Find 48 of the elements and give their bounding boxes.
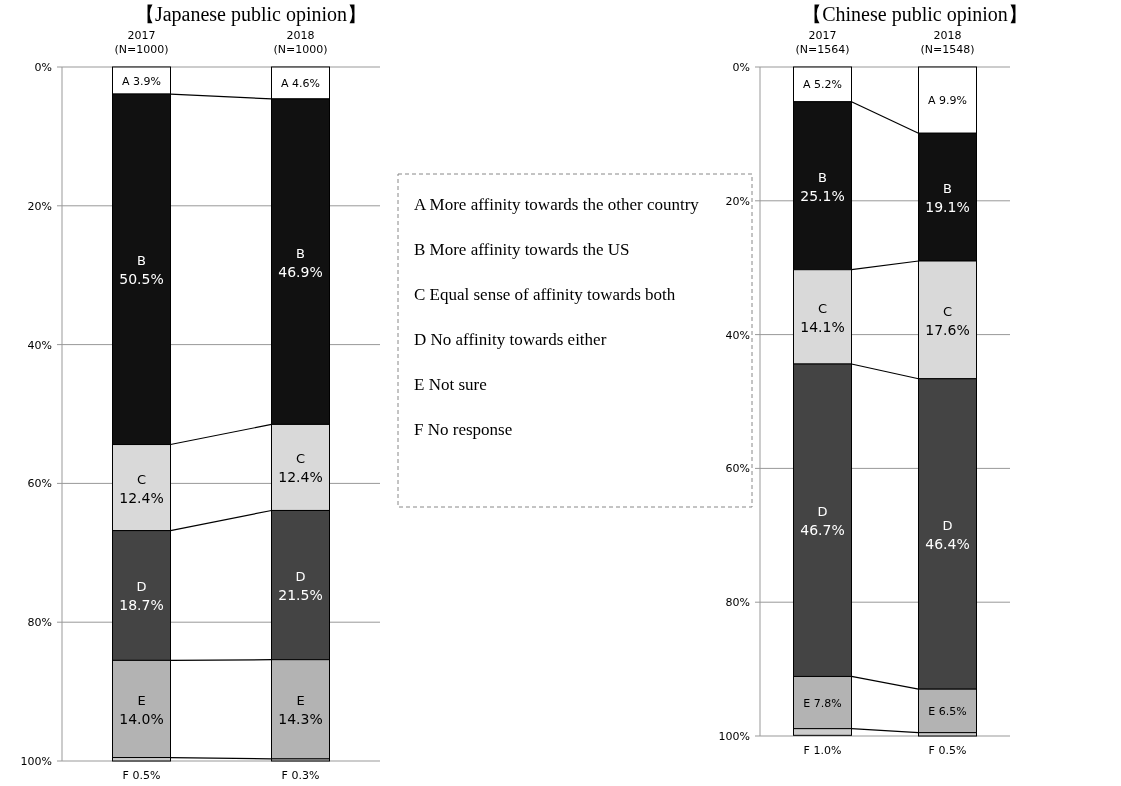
data-label: E 14.0% [119,692,164,727]
y-tick-label: 20% [27,199,52,213]
y-tick-label: 60% [27,477,52,491]
y-tick-label: 60% [725,462,750,476]
data-label: C 12.4% [119,471,164,506]
chart-title: 【Japanese public opinion】 [134,3,368,26]
data-label: B 50.5% [119,253,164,288]
data-label: A 3.9% [122,74,161,88]
chart-title: 【Chinese public opinion】 [802,3,1028,26]
data-label: F 1.0% [803,744,842,757]
y-tick-label: 0% [732,61,750,74]
data-label: E 6.5% [928,704,967,718]
data-label: E 14.3% [278,693,323,728]
data-label: F 0.3% [281,769,320,782]
data-label: A 4.6% [281,76,320,90]
text: C Equal sense of affinity towards both [414,285,676,304]
data-label: F 0.5% [122,769,161,782]
data-label: D 46.4% [925,517,970,552]
data-label: C 17.6% [925,303,970,338]
text: E Not sure [414,375,487,394]
data-label: B 19.1% [925,181,970,216]
data-label: A 9.9% [928,94,967,108]
data-label: F 0.5% [928,744,967,757]
x-tick-label: 2018 (N=1000) [273,29,328,56]
y-tick-label: 0% [34,61,52,74]
data-label: D 21.5% [278,569,323,604]
data-label: D 46.7% [800,504,845,539]
data-label: C 14.1% [800,300,845,335]
data-label: A 5.2% [803,78,842,92]
y-tick-label: 100% [718,730,750,743]
text: F No response [414,420,513,439]
data-label: B 25.1% [800,169,845,204]
data-label: D 18.7% [119,579,164,614]
x-tick-label: 2017 (N=1564) [795,29,850,56]
y-tick-label: 80% [725,596,750,610]
y-tick-label: 40% [27,338,52,352]
data-label: E 7.8% [803,696,842,710]
text: A More affinity towards the other country [414,195,700,214]
text: B More affinity towards the US [414,240,630,259]
y-tick-label: 100% [20,755,52,768]
y-tick-label: 20% [725,194,750,208]
y-tick-label: 80% [27,616,52,630]
text: D No affinity towards either [414,330,607,349]
x-tick-label: 2017 (N=1000) [114,29,169,56]
y-tick-label: 40% [725,328,750,342]
data-label: C 12.4% [278,451,323,486]
x-tick-label: 2018 (N=1548) [920,29,975,56]
data-label: B 46.9% [278,245,323,280]
